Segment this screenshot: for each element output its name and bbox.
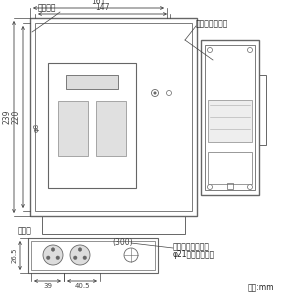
Bar xyxy=(259,75,266,145)
Text: 239: 239 xyxy=(2,110,11,124)
Bar xyxy=(208,152,252,184)
Text: 147: 147 xyxy=(95,2,110,11)
Text: フード: フード xyxy=(18,226,32,235)
Circle shape xyxy=(74,256,77,260)
Bar xyxy=(58,101,88,156)
Text: 電源表示ランプ: 電源表示ランプ xyxy=(196,20,228,28)
Circle shape xyxy=(46,256,50,260)
Bar xyxy=(201,40,259,195)
Text: コンセントカバー: コンセントカバー xyxy=(173,242,210,251)
Bar xyxy=(48,63,136,188)
Text: φ8: φ8 xyxy=(34,122,40,132)
Text: (300): (300) xyxy=(113,238,133,247)
Text: 施錠用穴: 施錠用穴 xyxy=(38,3,56,12)
Bar xyxy=(35,23,192,211)
Circle shape xyxy=(154,92,156,94)
Text: 39: 39 xyxy=(43,284,52,290)
Circle shape xyxy=(56,256,60,260)
Bar xyxy=(208,100,252,142)
Circle shape xyxy=(70,245,90,265)
Bar xyxy=(96,101,126,156)
Bar xyxy=(205,45,255,190)
Bar xyxy=(31,241,155,270)
Text: φ21ノックアウト: φ21ノックアウト xyxy=(173,250,215,259)
Circle shape xyxy=(51,248,55,251)
Circle shape xyxy=(78,248,82,251)
Bar xyxy=(30,18,197,216)
Text: 220: 220 xyxy=(11,110,20,124)
Circle shape xyxy=(43,245,63,265)
Circle shape xyxy=(83,256,87,260)
Bar xyxy=(66,75,118,89)
Text: 26.5: 26.5 xyxy=(11,248,17,263)
Bar xyxy=(28,238,158,273)
Text: 40.5: 40.5 xyxy=(74,284,90,290)
Text: 161: 161 xyxy=(91,0,106,5)
Bar xyxy=(227,183,233,189)
Bar xyxy=(42,216,185,234)
Text: 単位:mm: 単位:mm xyxy=(248,283,274,292)
